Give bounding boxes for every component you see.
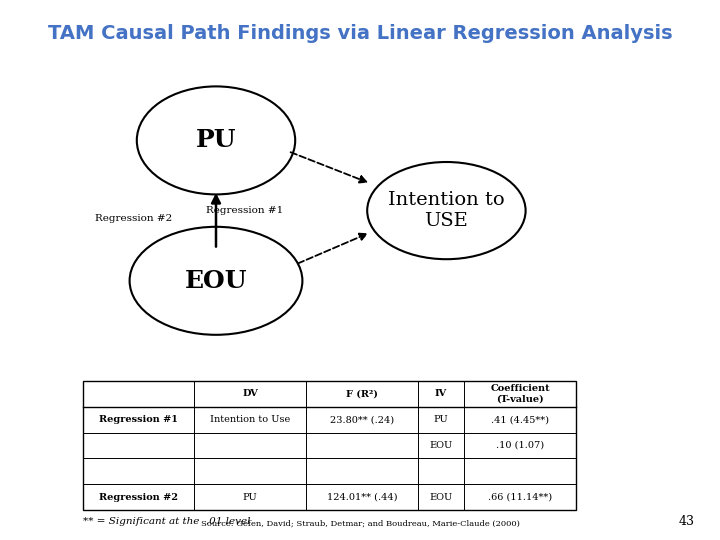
Text: .10 (1.07): .10 (1.07) [496,441,544,450]
Text: ** = Significant at the  .01 level: ** = Significant at the .01 level [83,517,251,526]
Text: PU: PU [433,415,449,424]
Bar [83,381,576,510]
Text: TAM Causal Path Findings via Linear Regression Analysis: TAM Causal Path Findings via Linear Regr… [48,24,672,43]
Text: 43: 43 [679,515,695,528]
Text: Regression #2: Regression #2 [99,493,178,502]
Text: Intention to
USE: Intention to USE [388,191,505,230]
Text: EOU: EOU [185,269,247,293]
Text: Regression #1: Regression #1 [206,206,284,215]
Text: Regression #2: Regression #2 [94,214,172,223]
Text: Regression #1: Regression #1 [99,415,178,424]
Text: PU: PU [196,129,236,152]
Text: 124.01** (.44): 124.01** (.44) [327,493,397,502]
Text: Coefficient
(T-value): Coefficient (T-value) [490,384,550,403]
Text: .66 (11.14**): .66 (11.14**) [488,493,552,502]
Text: Source: Gefen, David; Straub, Detmar; and Boudreau, Marie-Claude (2000): Source: Gefen, David; Straub, Detmar; an… [201,520,519,528]
Text: EOU: EOU [429,441,453,450]
Text: DV: DV [242,389,258,398]
Text: Intention to Use: Intention to Use [210,415,290,424]
Text: F (R²): F (R²) [346,389,378,398]
Text: EOU: EOU [429,493,453,502]
Text: .41 (4.45**): .41 (4.45**) [491,415,549,424]
Text: IV: IV [435,389,447,398]
Text: 23.80** (.24): 23.80** (.24) [330,415,394,424]
Text: PU: PU [243,493,258,502]
